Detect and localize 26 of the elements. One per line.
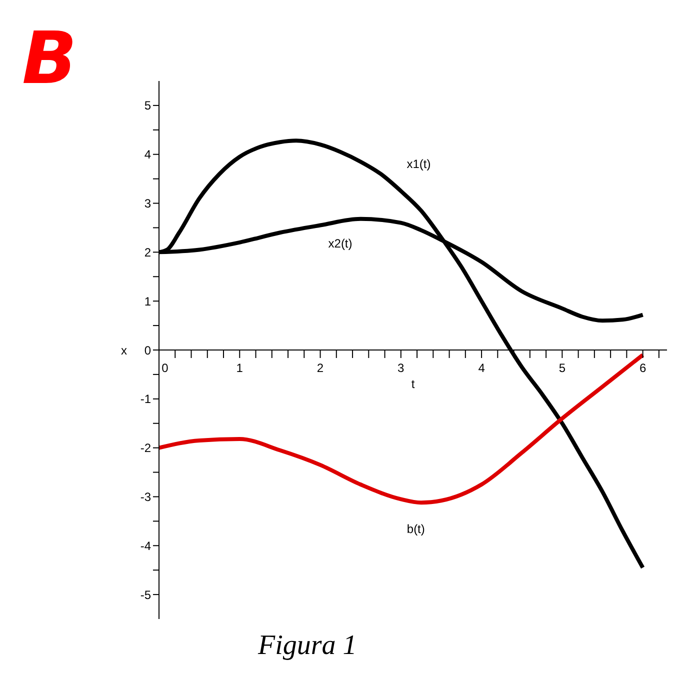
text: Figura 1 <box>258 630 357 662</box>
y-tick-label: -1 <box>140 392 152 406</box>
series-label: b(t) <box>406 522 425 536</box>
y-axis-title: x <box>121 343 127 358</box>
x-tick-label: 4 <box>478 361 486 375</box>
y-tick-label: 5 <box>144 98 152 113</box>
y-tick-label: 1 <box>144 294 152 308</box>
series-label: x1(t) <box>406 156 431 171</box>
y-tick-label: 0 <box>144 343 152 358</box>
x-tick-label: 0 <box>162 361 169 375</box>
x-axis-title: t <box>411 377 416 391</box>
line-series <box>159 352 645 505</box>
y-tick-label: 3 <box>144 196 152 211</box>
y-tick-label: 2 <box>144 245 152 260</box>
x-tick-label: 3 <box>398 361 405 375</box>
y-tick-label: -2 <box>140 441 152 456</box>
series-label: x2(t) <box>328 236 352 250</box>
x-tick-label: 6 <box>639 361 646 375</box>
y-tick-label: -5 <box>140 588 152 602</box>
y-tick-label: -3 <box>140 490 152 504</box>
x-tick-label: 2 <box>316 361 324 375</box>
x-tick-label: 5 <box>558 361 566 375</box>
y-tick-label: 4 <box>144 148 152 162</box>
y-tick-label: -4 <box>140 538 152 553</box>
chart-title: B <box>22 16 77 100</box>
x-tick-label: 1 <box>236 361 244 375</box>
